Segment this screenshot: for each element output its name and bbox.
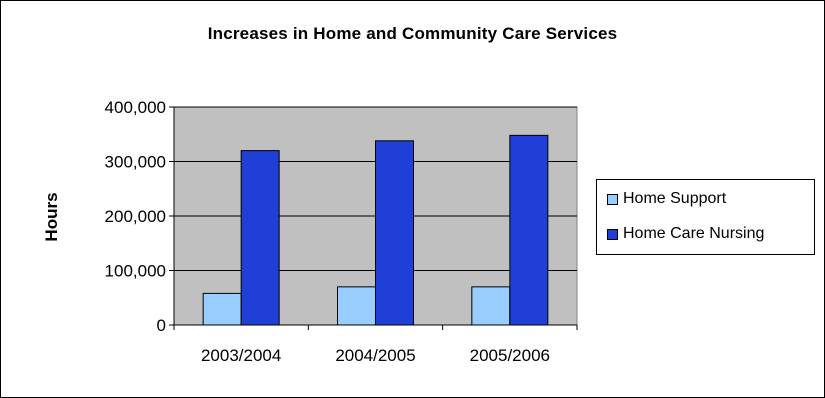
legend-item-home-support: Home Support [607, 188, 726, 210]
x-tick-label: 2003/2004 [201, 346, 281, 365]
legend-label-home-care-nursing: Home Care Nursing [623, 225, 765, 242]
bar-home-care-nursing [375, 140, 414, 326]
x-tick-label: 2004/2005 [335, 346, 415, 365]
y-axis-label: Hours [42, 192, 61, 241]
legend-item-home-care-nursing: Home Care Nursing [607, 223, 764, 245]
y-tick-label: 200,000 [105, 207, 166, 226]
legend-swatch-home-care-nursing [607, 228, 618, 240]
x-tick-labels: 2003/2004 2004/2005 2005/2006 [201, 346, 550, 365]
y-tick-labels: 0 100,000 200,000 300,000 400,000 [105, 98, 166, 335]
y-tick-label: 300,000 [105, 153, 166, 172]
legend-swatch-home-support [607, 193, 618, 205]
y-tick-label: 100,000 [105, 262, 166, 281]
bar-home-care-nursing [509, 134, 549, 326]
bar-home-support [471, 286, 511, 326]
chart-title: Increases in Home and Community Care Ser… [207, 24, 618, 43]
legend: Home Support Home Care Nursing [596, 179, 815, 255]
x-tick-label: 2005/2006 [470, 346, 550, 365]
y-tick-label: 0 [157, 316, 166, 335]
bar-home-support [337, 286, 376, 326]
legend-label-home-support: Home Support [623, 190, 727, 207]
bar-home-support [202, 292, 242, 326]
y-tick-label: 400,000 [105, 98, 166, 117]
axes [169, 106, 578, 330]
bar-home-care-nursing [240, 150, 280, 326]
